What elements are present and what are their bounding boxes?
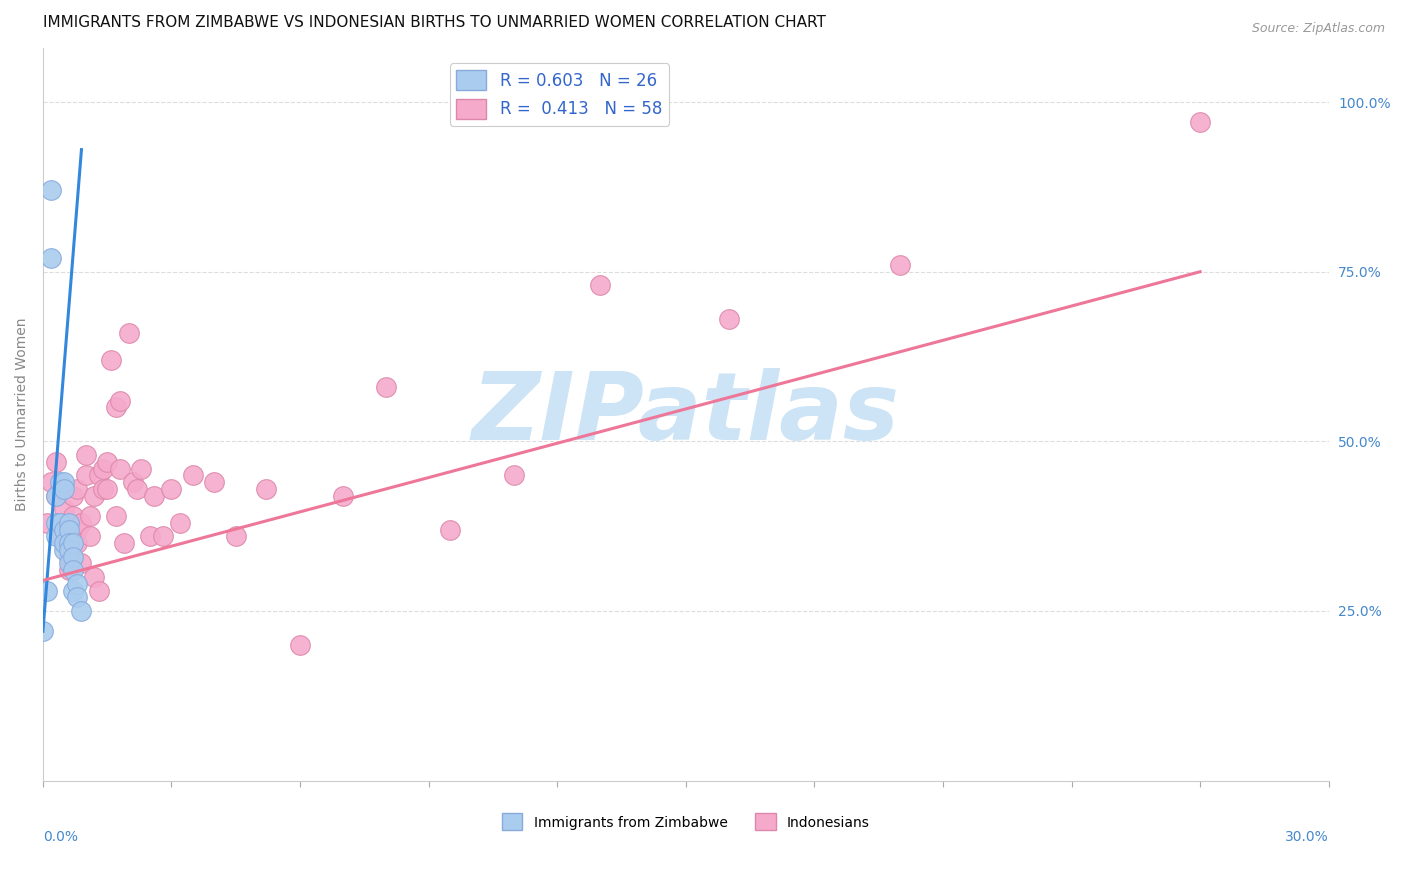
Point (112, 536, 135, 550)
Point (108, 461, 131, 475)
Point (131, 461, 153, 475)
Point (62, 563, 84, 577)
Point (58, 523, 80, 537)
Point (45, 516, 67, 530)
Point (41, 183, 63, 197)
Point (53, 502, 76, 516)
Point (49, 482, 72, 496)
Point (889, 258, 911, 272)
Point (58, 516, 80, 530)
Point (45, 529, 67, 543)
Point (288, 638, 311, 652)
Point (62, 549, 84, 564)
Point (62, 508, 84, 523)
Point (58, 557, 80, 571)
Point (75, 468, 97, 483)
Point (1189, 115, 1212, 129)
Text: 30.0%: 30.0% (1285, 830, 1329, 845)
Point (45, 489, 67, 503)
Point (62, 583, 84, 598)
Point (66, 536, 89, 550)
Point (143, 489, 166, 503)
Point (87, 468, 110, 483)
Point (53, 475, 76, 489)
Point (58, 549, 80, 564)
Point (91, 461, 114, 475)
Point (254, 482, 277, 496)
Point (53, 536, 76, 550)
Point (374, 380, 396, 394)
Y-axis label: Births to Unmarried Women: Births to Unmarried Women (15, 318, 30, 511)
Point (66, 482, 89, 496)
Point (53, 536, 76, 550)
Point (41, 251, 63, 265)
Point (58, 536, 80, 550)
Point (66, 577, 89, 591)
Text: IMMIGRANTS FROM ZIMBABWE VS INDONESIAN BIRTHS TO UNMARRIED WOMEN CORRELATION CHA: IMMIGRANTS FROM ZIMBABWE VS INDONESIAN B… (44, 15, 825, 30)
Point (45, 455, 67, 469)
Text: ZIPatlas: ZIPatlas (471, 368, 900, 460)
Point (225, 529, 247, 543)
Text: Source: ZipAtlas.com: Source: ZipAtlas.com (1251, 22, 1385, 36)
Point (139, 529, 162, 543)
Text: 0.0%: 0.0% (44, 830, 77, 845)
Point (37, 583, 59, 598)
Point (332, 489, 354, 503)
Point (169, 516, 191, 530)
Point (160, 482, 183, 496)
Point (717, 312, 740, 326)
Point (70, 604, 93, 618)
Point (181, 468, 204, 483)
Point (100, 353, 122, 368)
Legend: Immigrants from Zimbabwe, Indonesians: Immigrants from Zimbabwe, Indonesians (496, 808, 876, 836)
Point (202, 475, 225, 489)
Point (117, 326, 139, 340)
Point (70, 516, 93, 530)
Point (53, 516, 76, 530)
Point (41, 475, 63, 489)
Point (58, 563, 80, 577)
Point (66, 523, 89, 537)
Point (37, 516, 59, 530)
Point (49, 529, 72, 543)
Point (53, 523, 76, 537)
Point (79, 508, 101, 523)
Point (53, 482, 76, 496)
Point (70, 557, 93, 571)
Point (104, 401, 127, 415)
Point (32, 624, 55, 639)
Point (79, 529, 101, 543)
Point (53, 543, 76, 558)
Point (127, 482, 149, 496)
Point (91, 482, 114, 496)
Point (122, 475, 145, 489)
Point (96, 455, 118, 469)
Point (75, 448, 97, 462)
Point (104, 508, 127, 523)
Point (62, 489, 84, 503)
Point (58, 543, 80, 558)
Point (152, 529, 174, 543)
Point (108, 393, 131, 408)
Point (96, 482, 118, 496)
Point (83, 570, 105, 584)
Point (49, 516, 72, 530)
Point (62, 536, 84, 550)
Point (45, 489, 67, 503)
Point (49, 475, 72, 489)
Point (503, 468, 526, 483)
Point (83, 489, 105, 503)
Point (439, 523, 461, 537)
Point (87, 583, 110, 598)
Point (589, 278, 612, 293)
Point (66, 591, 89, 605)
